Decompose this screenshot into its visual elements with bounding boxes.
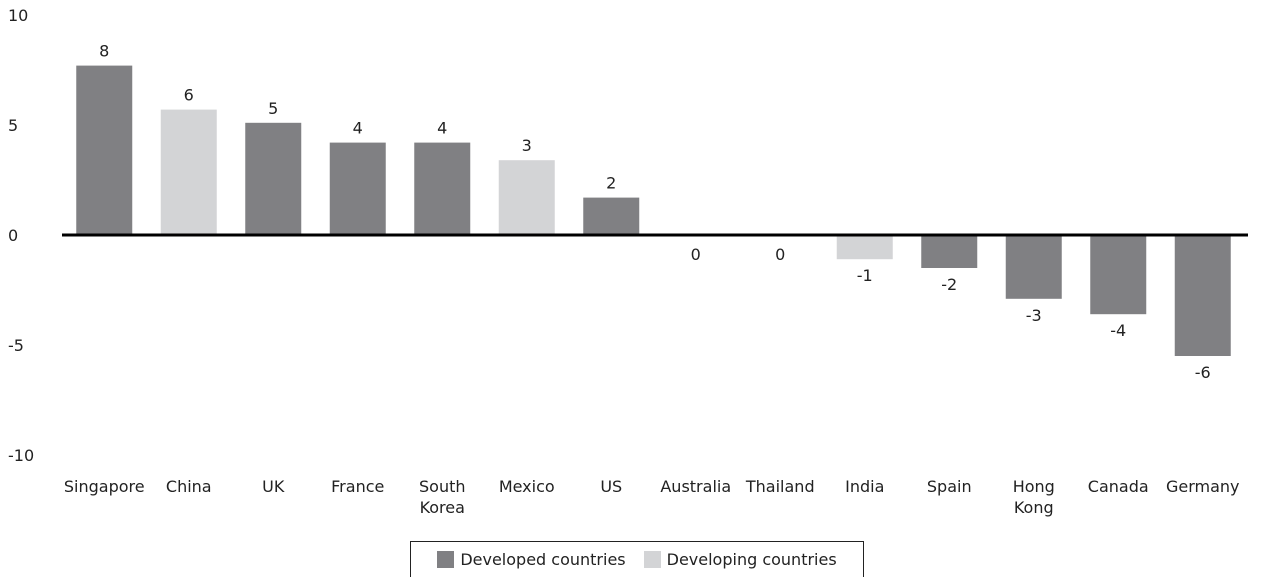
data-label: 4 — [353, 119, 363, 138]
y-tick-label: -10 — [8, 446, 34, 465]
data-labels: 8 6 5 4 4 3 2 0 0 -1 -2 -3 -4 -6 — [99, 42, 1211, 382]
category-label: France — [331, 477, 384, 496]
data-label: 0 — [691, 245, 701, 264]
category-label: US — [600, 477, 622, 496]
data-label: 0 — [775, 245, 785, 264]
bar — [921, 235, 978, 268]
bar — [1174, 235, 1231, 356]
legend: Developed countries Developing countries — [410, 541, 864, 577]
data-label: 6 — [184, 86, 194, 105]
y-tick-label: 5 — [8, 116, 18, 135]
legend-label-developing: Developing countries — [666, 550, 837, 569]
category-label: South Korea — [419, 477, 466, 517]
legend-item-developing: Developing countries — [643, 550, 837, 569]
data-label: -1 — [857, 266, 873, 285]
category-label: Spain — [927, 477, 972, 496]
bar — [583, 197, 640, 235]
category-labels: Singapore China UK France South Korea Mexico US… — [64, 477, 1240, 517]
bar — [1090, 235, 1147, 315]
category-label: Mexico — [499, 477, 555, 496]
legend-swatch-developed — [437, 551, 455, 568]
data-label: 4 — [437, 119, 447, 138]
bar — [414, 142, 471, 235]
bar — [1005, 235, 1062, 299]
y-tick-label: 0 — [8, 226, 18, 245]
data-label: 5 — [268, 99, 278, 118]
data-label: -6 — [1195, 363, 1211, 382]
y-axis-ticks: 10 5 0 -5 -10 — [8, 6, 34, 465]
data-label: -3 — [1026, 306, 1042, 325]
legend-item-developed: Developed countries — [437, 550, 626, 569]
y-tick-label: -5 — [8, 336, 24, 355]
data-label: 8 — [99, 42, 109, 61]
legend-swatch-developing — [643, 551, 661, 568]
category-label: Canada — [1088, 477, 1149, 496]
y-tick-label: 10 — [8, 6, 28, 25]
category-label: Singapore — [64, 477, 145, 496]
data-label: -2 — [941, 275, 957, 294]
category-label: Hong Kong — [1013, 477, 1055, 517]
bar — [76, 65, 133, 235]
bars — [76, 65, 1231, 356]
bar — [836, 235, 893, 260]
category-label: Thailand — [745, 477, 815, 496]
bar — [498, 160, 555, 235]
category-label: UK — [262, 477, 285, 496]
data-label: -4 — [1110, 321, 1126, 340]
category-label: India — [845, 477, 884, 496]
category-label: Australia — [660, 477, 731, 496]
bar — [160, 109, 217, 235]
category-label: China — [166, 477, 212, 496]
bar — [245, 122, 302, 235]
data-label: 2 — [606, 174, 616, 193]
category-label: Germany — [1166, 477, 1240, 496]
legend-label-developed: Developed countries — [460, 550, 626, 569]
data-label: 3 — [522, 136, 532, 155]
bar — [329, 142, 386, 235]
